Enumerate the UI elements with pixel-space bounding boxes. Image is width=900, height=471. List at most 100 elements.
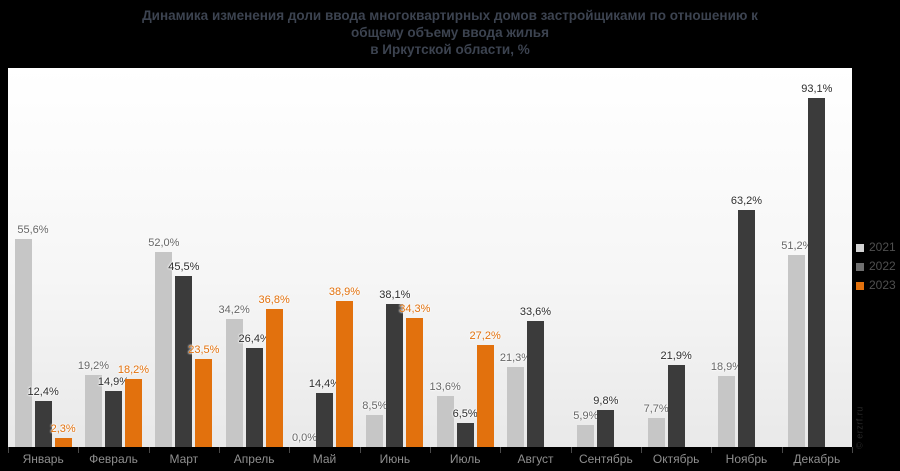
value-label-2023-Март: 23,5% — [188, 343, 220, 356]
value-label-2021-Май: 0,0% — [291, 432, 318, 444]
value-label-2022-Апрель: 26,4% — [238, 333, 270, 345]
month-label-Январь: Январь — [22, 452, 64, 466]
legend-label: 2021 — [869, 240, 896, 254]
value-label-2023-Июнь: 34,3% — [399, 303, 431, 316]
bar-2022-Февраль — [105, 391, 122, 447]
month-label-Май: Май — [312, 452, 337, 466]
legend-swatch-icon — [856, 243, 864, 252]
x-axis-tick — [430, 447, 431, 453]
chart-title-line3: в Иркутской области, % — [370, 42, 530, 57]
bar-2022-Июнь — [386, 304, 404, 447]
month-label-Апрель: Апрель — [233, 452, 275, 466]
legend-entry-2022: 2022 — [856, 260, 896, 273]
value-label-2022-Май: 14,4% — [308, 378, 341, 390]
chart-title: Динамика изменения доли ввода многокварт… — [0, 7, 900, 58]
value-label-2021-Сентябрь: 5,9% — [573, 409, 599, 422]
bar-2022-Август — [527, 321, 544, 447]
month-label-Март: Март — [169, 452, 199, 466]
month-label-Декабрь: Декабрь — [793, 452, 841, 466]
value-label-2023-Июль: 27,2% — [469, 330, 501, 342]
bar-2023-Июнь — [406, 318, 424, 447]
bar-2021-Апрель — [225, 318, 243, 447]
value-label-2022-Февраль: 14,9% — [97, 376, 130, 389]
x-axis-tick — [8, 447, 9, 453]
watermark: © erzrf.ru — [854, 406, 865, 449]
value-label-2022-Март: 45,5% — [168, 261, 200, 274]
value-label-2021-Февраль: 19,2% — [77, 360, 110, 372]
legend-label: 2022 — [869, 259, 896, 273]
month-label-Ноябрь: Ноябрь — [725, 452, 768, 466]
bar-2021-Январь — [14, 238, 32, 447]
bar-2021-Ноябрь — [718, 376, 735, 447]
legend-swatch-icon — [856, 281, 864, 290]
bar-2021-Июль — [436, 396, 454, 447]
value-label-2021-Январь: 55,6% — [17, 223, 49, 236]
value-label-2022-Ноябрь: 63,2% — [730, 195, 763, 207]
value-label-2023-Май: 38,9% — [328, 286, 361, 299]
value-label-2021-Ноябрь: 18,9% — [710, 361, 743, 374]
x-axis-tick — [219, 447, 220, 453]
x-axis-tick — [78, 447, 80, 453]
bar-2021-Март — [155, 252, 173, 447]
value-label-2021-Декабрь: 51,2% — [781, 240, 813, 252]
value-label-2021-Апрель: 34,2% — [218, 303, 250, 316]
x-axis-tick — [641, 447, 642, 453]
value-label-2021-Октябрь: 7,7% — [643, 403, 669, 416]
x-axis-tick — [148, 447, 150, 453]
bar-2023-Апрель — [265, 309, 283, 447]
bar-2023-Июль — [476, 345, 494, 447]
bar-2021-Февраль — [85, 375, 102, 447]
bar-2021-Октябрь — [647, 418, 665, 447]
bar-2022-Сентябрь — [597, 410, 615, 447]
bar-2021-Август — [507, 367, 524, 447]
bar-2021-Декабрь — [788, 255, 806, 447]
x-axis-tick — [711, 447, 713, 453]
value-label-2022-Октябрь: 21,9% — [660, 349, 692, 362]
bar-2022-Апрель — [245, 348, 263, 447]
value-label-2022-Январь: 12,4% — [27, 385, 59, 398]
bar-2023-Февраль — [125, 378, 142, 447]
value-label-2022-Сентябрь: 9,8% — [593, 395, 619, 408]
month-label-Февраль: Февраль — [89, 452, 138, 466]
bar-2022-Май — [316, 393, 333, 447]
month-label-Август: Август — [517, 452, 554, 466]
value-label-2023-Февраль: 18,2% — [117, 363, 150, 376]
value-label-2022-Декабрь: 93,1% — [801, 82, 833, 95]
legend-entry-2023: 2023 — [856, 279, 896, 292]
legend-swatch-icon — [856, 262, 864, 271]
bar-2023-Март — [195, 358, 213, 447]
value-label-2023-Январь: 2,3% — [50, 423, 76, 436]
x-axis-tick — [359, 447, 361, 453]
value-label-2022-Июль: 6,5% — [452, 407, 478, 420]
bar-2022-Октябрь — [667, 364, 685, 447]
bar-2022-Июль — [456, 422, 474, 447]
month-label-Июнь: Июнь — [379, 452, 411, 466]
chart-title-line1: Динамика изменения доли ввода многокварт… — [142, 8, 758, 23]
value-label-2021-Июль: 13,6% — [429, 381, 461, 393]
x-axis-tick — [852, 447, 853, 453]
x-axis-tick — [500, 447, 502, 453]
legend-label: 2023 — [869, 278, 896, 292]
value-label-2022-Июнь: 38,1% — [379, 289, 411, 302]
value-label-2021-Июнь: 8,5% — [362, 400, 388, 413]
month-label-Октябрь: Октябрь — [652, 452, 700, 466]
bar-2022-Декабрь — [808, 97, 826, 447]
x-axis-tick — [289, 447, 291, 453]
value-label-2023-Апрель: 36,8% — [258, 294, 290, 306]
bar-2022-Март — [175, 276, 193, 447]
chart-title-line2: общему объему ввода жилья — [351, 25, 549, 40]
plot-area: 55,6% 12,4% 2,3% 19,2% 14,9% 18,2% 52,0% 45,5% 2… — [8, 68, 852, 447]
x-axis-tick — [570, 447, 572, 453]
bar-2023-Май — [336, 301, 353, 447]
bar-2023-Январь — [54, 438, 72, 447]
value-label-2022-Август: 33,6% — [519, 306, 552, 318]
legend-entry-2021: 2021 — [856, 241, 896, 254]
bar-2021-Сентябрь — [577, 424, 595, 447]
month-label-Июль: Июль — [449, 452, 481, 466]
legend: 2021 2022 2023 — [856, 241, 896, 298]
month-label-Сентябрь: Сентябрь — [578, 452, 633, 466]
x-axis-tick — [781, 447, 783, 453]
value-label-2021-Август: 21,3% — [499, 352, 532, 365]
bar-2022-Январь — [34, 400, 52, 447]
